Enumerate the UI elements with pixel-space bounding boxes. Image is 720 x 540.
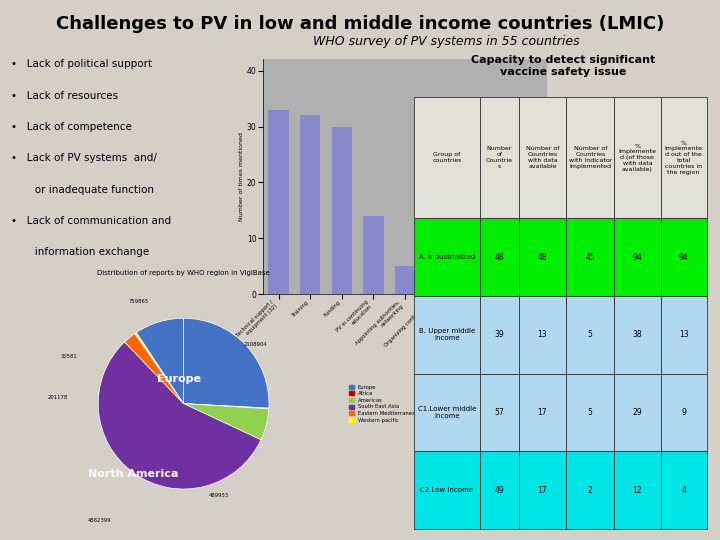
Text: 38: 38 <box>633 330 642 339</box>
FancyBboxPatch shape <box>518 97 567 218</box>
Text: 759865: 759865 <box>128 299 148 304</box>
Text: Group of
countries: Group of countries <box>432 152 462 163</box>
Text: C2.Low income: C2.Low income <box>420 487 473 494</box>
Bar <box>269 110 289 294</box>
Text: 13: 13 <box>538 330 547 339</box>
Bar <box>300 116 320 294</box>
Wedge shape <box>98 342 261 489</box>
Text: •   Lack of resources: • Lack of resources <box>11 91 118 101</box>
Bar <box>395 266 415 294</box>
FancyBboxPatch shape <box>414 374 480 451</box>
FancyBboxPatch shape <box>567 451 614 529</box>
FancyBboxPatch shape <box>614 451 660 529</box>
Text: 17: 17 <box>538 486 547 495</box>
Text: 489953: 489953 <box>209 492 229 497</box>
Wedge shape <box>137 318 184 403</box>
Wedge shape <box>135 333 184 403</box>
FancyBboxPatch shape <box>414 296 480 374</box>
Text: Number
of
Countrie
s: Number of Countrie s <box>486 146 513 169</box>
Text: 94: 94 <box>632 253 642 261</box>
Text: 94: 94 <box>679 253 688 261</box>
Text: Europe: Europe <box>156 374 201 383</box>
Text: 9: 9 <box>681 408 686 417</box>
Y-axis label: Number of times mentioned: Number of times mentioned <box>239 132 244 221</box>
FancyBboxPatch shape <box>660 451 707 529</box>
FancyBboxPatch shape <box>480 296 518 374</box>
Text: 48: 48 <box>495 253 504 261</box>
FancyBboxPatch shape <box>480 97 518 218</box>
FancyBboxPatch shape <box>480 374 518 451</box>
FancyBboxPatch shape <box>660 296 707 374</box>
FancyBboxPatch shape <box>614 374 660 451</box>
FancyBboxPatch shape <box>614 97 660 218</box>
Text: 4562399: 4562399 <box>88 518 112 523</box>
FancyBboxPatch shape <box>518 296 567 374</box>
FancyBboxPatch shape <box>660 218 707 296</box>
Text: WHO survey of PV systems in 55 countries: WHO survey of PV systems in 55 countries <box>313 35 580 48</box>
Wedge shape <box>184 403 269 440</box>
FancyBboxPatch shape <box>480 218 518 296</box>
Text: B. Upper middle
income: B. Upper middle income <box>419 328 475 341</box>
Legend: Europe, Africa, Americas, South East Asia, Eastern Mediterranean, Western pacifi: Europe, Africa, Americas, South East Asi… <box>348 383 420 424</box>
FancyBboxPatch shape <box>518 374 567 451</box>
Text: •   Lack of PV systems  and/: • Lack of PV systems and/ <box>11 153 157 164</box>
FancyBboxPatch shape <box>567 296 614 374</box>
Text: %
Implemente
d out of the
total
countries in
the region: % Implemente d out of the total countrie… <box>665 141 703 174</box>
FancyBboxPatch shape <box>414 218 480 296</box>
Text: information exchange: information exchange <box>25 247 150 258</box>
FancyBboxPatch shape <box>660 374 707 451</box>
Text: Number of
Countries
with data
available: Number of Countries with data available <box>526 146 559 169</box>
FancyBboxPatch shape <box>567 374 614 451</box>
Text: or inadequate function: or inadequate function <box>25 185 154 195</box>
Text: North America: North America <box>88 469 179 479</box>
Text: 2: 2 <box>588 486 593 495</box>
Text: 17: 17 <box>538 408 547 417</box>
Text: Capacity to detect significant
vaccine safety issue: Capacity to detect significant vaccine s… <box>472 55 655 77</box>
Text: 39: 39 <box>495 330 504 339</box>
Wedge shape <box>184 403 269 409</box>
FancyBboxPatch shape <box>518 218 567 296</box>
Text: •   Lack of communication and: • Lack of communication and <box>11 216 171 226</box>
FancyBboxPatch shape <box>660 97 707 218</box>
FancyBboxPatch shape <box>614 218 660 296</box>
Text: C1.Lower middle
income: C1.Lower middle income <box>418 406 476 419</box>
Text: 57: 57 <box>495 408 504 417</box>
Text: %
Implemente
d (of those
with data
available): % Implemente d (of those with data avail… <box>618 144 657 172</box>
Text: 13: 13 <box>679 330 688 339</box>
Wedge shape <box>125 334 184 403</box>
FancyBboxPatch shape <box>480 451 518 529</box>
Bar <box>521 289 541 294</box>
Text: 29: 29 <box>633 408 642 417</box>
Text: 4: 4 <box>681 486 686 495</box>
Bar <box>426 266 447 294</box>
Bar <box>331 126 352 294</box>
Text: Number of
Countries
with Indicator
Implemented: Number of Countries with Indicator Imple… <box>569 146 612 169</box>
FancyBboxPatch shape <box>567 97 614 218</box>
Title: Distribution of reports by WHO region in VigiBase: Distribution of reports by WHO region in… <box>97 271 270 276</box>
Text: A. Industrialized: A. Industrialized <box>419 254 475 260</box>
Text: 5: 5 <box>588 408 593 417</box>
Text: •   Lack of competence: • Lack of competence <box>11 122 132 132</box>
FancyBboxPatch shape <box>567 218 614 296</box>
Text: 49: 49 <box>495 486 504 495</box>
Text: 2108904: 2108904 <box>244 342 268 347</box>
Text: 45: 45 <box>585 253 595 261</box>
Text: 12: 12 <box>633 486 642 495</box>
Bar <box>458 266 479 294</box>
FancyBboxPatch shape <box>614 296 660 374</box>
Text: 5: 5 <box>588 330 593 339</box>
FancyBboxPatch shape <box>414 451 480 529</box>
Text: 201178: 201178 <box>48 395 68 400</box>
FancyBboxPatch shape <box>518 451 567 529</box>
Text: •   Lack of political support: • Lack of political support <box>11 59 152 70</box>
FancyBboxPatch shape <box>414 97 480 218</box>
Wedge shape <box>184 318 269 408</box>
Text: 30581: 30581 <box>60 354 77 360</box>
Bar <box>363 216 384 294</box>
Text: 48: 48 <box>538 253 547 261</box>
Text: Challenges to PV in low and middle income countries (LMIC): Challenges to PV in low and middle incom… <box>56 15 664 33</box>
Bar <box>490 266 510 294</box>
